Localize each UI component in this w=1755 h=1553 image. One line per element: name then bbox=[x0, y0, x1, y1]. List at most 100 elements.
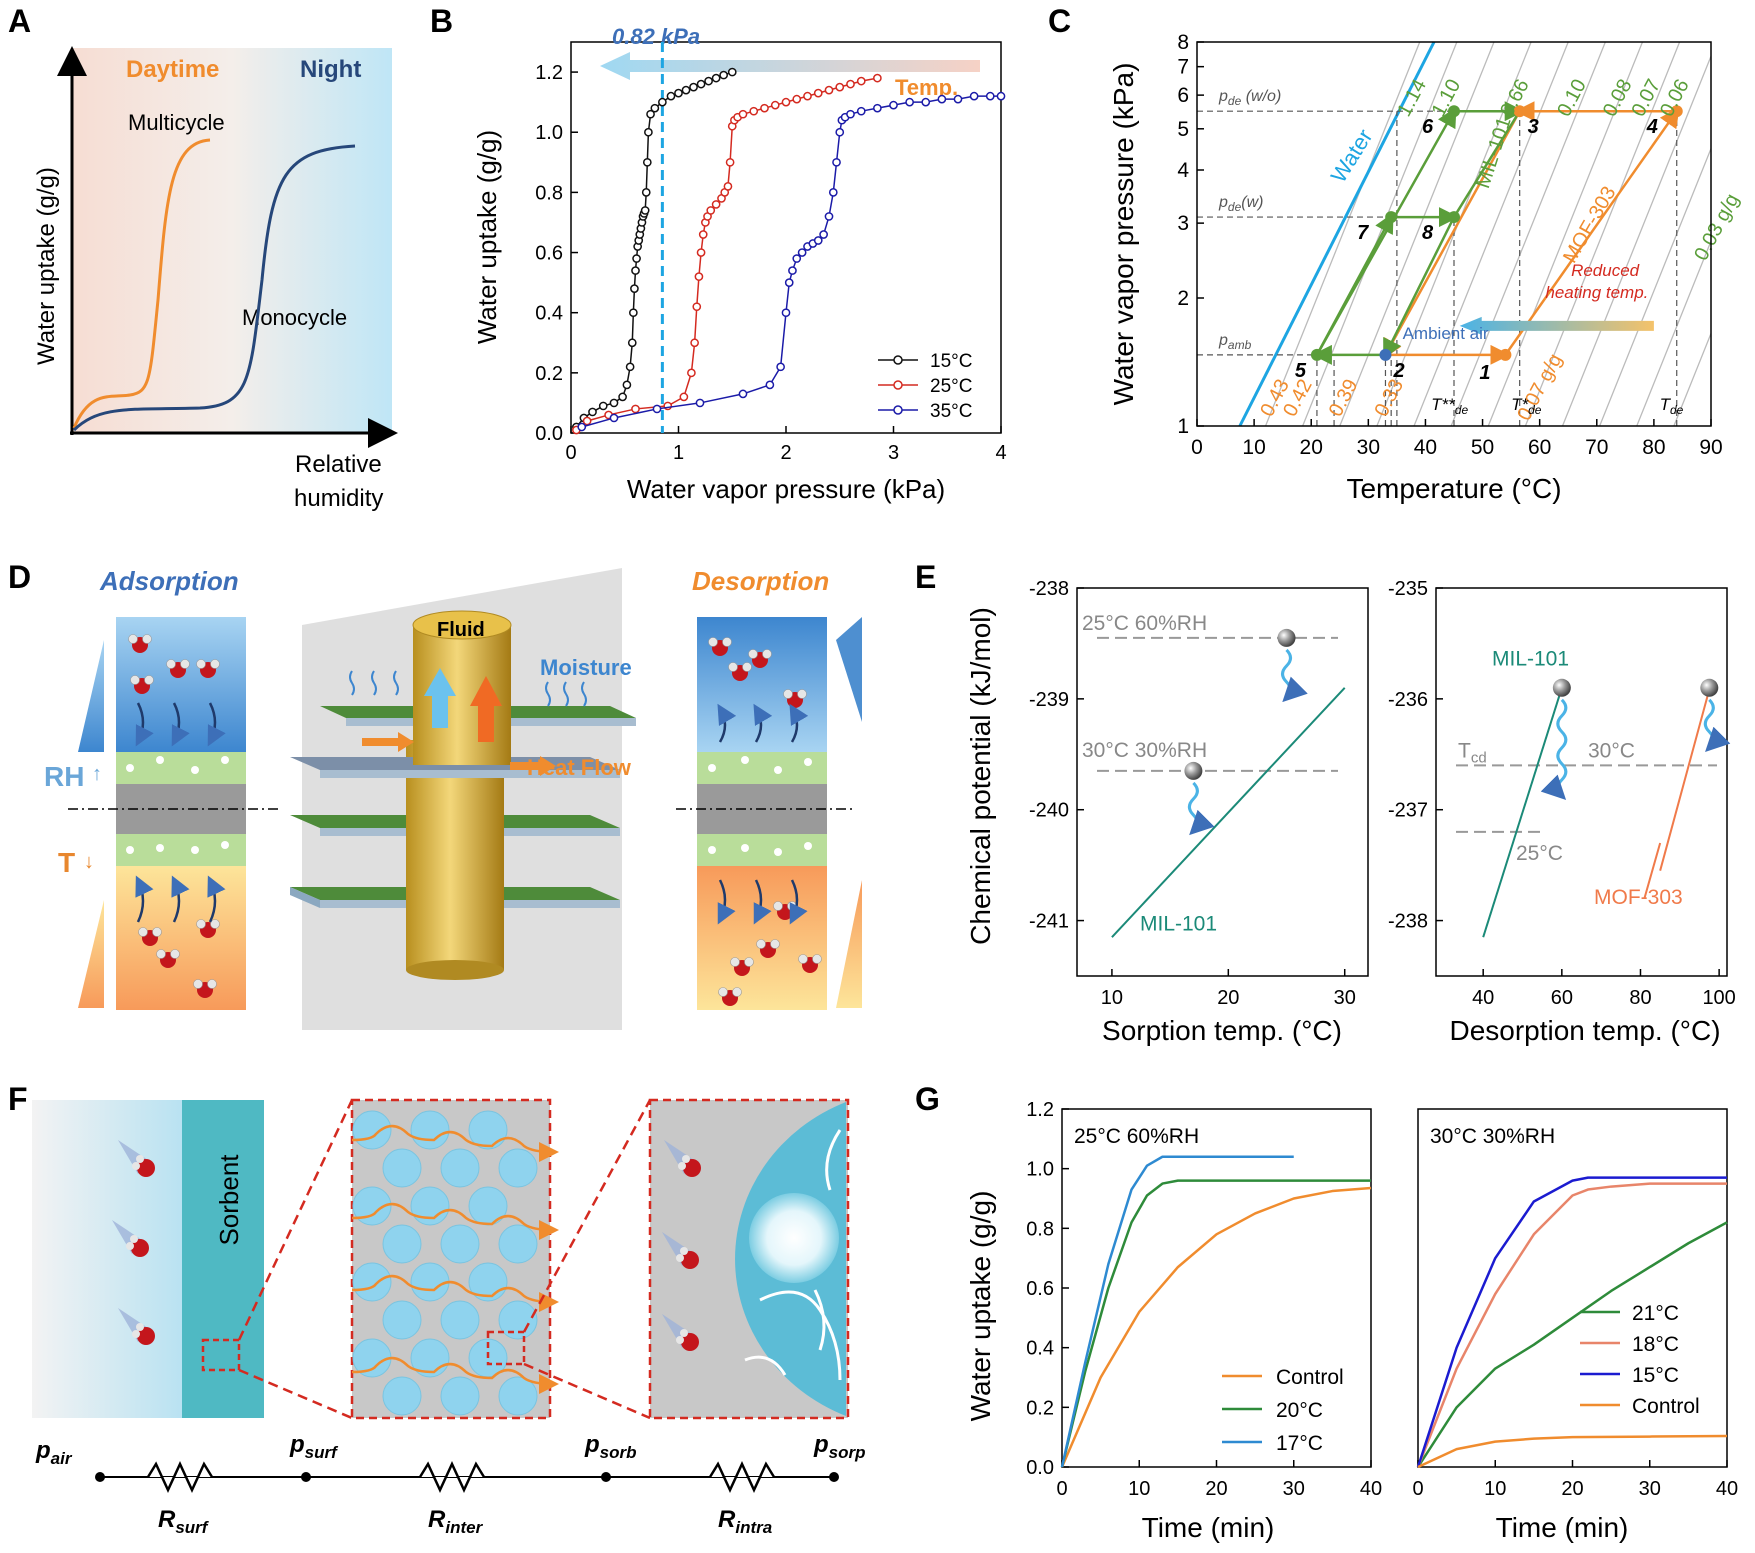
c-xtick-label: 70 bbox=[1585, 436, 1608, 459]
b-point bbox=[792, 94, 802, 104]
g-xtick-label: 30 bbox=[1283, 1478, 1305, 1500]
water-hydrogen bbox=[136, 1155, 144, 1163]
pde-w-sub: de bbox=[1228, 200, 1242, 214]
squiggle-4 bbox=[545, 681, 551, 707]
b-point bbox=[646, 109, 655, 119]
r-intra-sub: intra bbox=[735, 1518, 772, 1537]
sorbent-particle bbox=[498, 1224, 538, 1264]
water-hydrogen bbox=[132, 1162, 140, 1170]
pore-line-2 bbox=[759, 1290, 842, 1381]
panel-label-a: A bbox=[8, 3, 31, 39]
diffusion-arrow bbox=[207, 702, 226, 747]
pamb-sub: amb bbox=[1228, 338, 1252, 352]
b-point bbox=[711, 73, 721, 83]
iso-top-label: 0.07 bbox=[1627, 76, 1665, 121]
iso-top-label: 1.10 bbox=[1428, 76, 1466, 121]
sorbent-site bbox=[126, 846, 134, 854]
panel-b: 0.82 kPa Temp. 0 1 2 3 4 0.0 0.2 0.4 0.6 0.8 1.0 1.… bbox=[472, 24, 1007, 504]
state-point-label: 6 bbox=[1422, 116, 1434, 138]
g-xtick-label: 40 bbox=[1360, 1478, 1382, 1500]
g-legend-label: 21°C bbox=[1632, 1302, 1679, 1325]
f-water-molecules bbox=[112, 1140, 701, 1351]
panel-c-cycles bbox=[1311, 101, 1680, 365]
diffusion-path bbox=[351, 1356, 559, 1394]
e-level-label-1: 25°C 60%RH bbox=[1082, 612, 1207, 635]
water-hydrogen bbox=[744, 957, 754, 967]
des-top-air bbox=[697, 617, 827, 752]
water-hydrogen bbox=[748, 649, 758, 659]
diffusion-paths bbox=[351, 1124, 559, 1394]
panel-c-state-points: 1 2 3 4 5 6 7 8 bbox=[1295, 105, 1683, 384]
b-point bbox=[687, 368, 696, 378]
g-xtick-label: 0 bbox=[1412, 1478, 1423, 1500]
sorbent-particle bbox=[498, 1376, 538, 1416]
e-tcd-t: T bbox=[1458, 739, 1471, 762]
sorbent-particle bbox=[352, 1262, 392, 1302]
water-hydrogen bbox=[196, 919, 206, 929]
g-xtick-label: 10 bbox=[1484, 1478, 1506, 1500]
pde-wo-sub: de bbox=[1228, 94, 1242, 108]
sorbent-particle bbox=[440, 1300, 480, 1340]
isostere-line bbox=[1450, 42, 1606, 426]
b-point bbox=[797, 248, 807, 257]
state-point-label: 3 bbox=[1528, 116, 1539, 138]
panel-c-plot-frame bbox=[1196, 41, 1712, 427]
squiggle-1 bbox=[349, 670, 355, 696]
g-ytick-label: 1.0 bbox=[1026, 1159, 1054, 1181]
p-air-sub: air bbox=[51, 1449, 73, 1468]
b-point bbox=[658, 97, 667, 107]
iso-top-label: 0.10 bbox=[1553, 76, 1591, 121]
e-series-line-0 bbox=[1482, 687, 1563, 938]
g-ytick-label: 0.0 bbox=[1026, 1457, 1054, 1479]
state-point-1 bbox=[1499, 348, 1512, 361]
water-hydrogen bbox=[676, 1336, 684, 1344]
water-hydrogen bbox=[128, 634, 138, 644]
p-surf-p: p bbox=[289, 1431, 305, 1458]
water-saturation-line bbox=[1238, 41, 1436, 427]
diffusion-arrow bbox=[171, 875, 190, 923]
panel-label-d: D bbox=[8, 559, 31, 595]
b-legend-label: 35°C bbox=[930, 401, 972, 422]
diffusion-arrow bbox=[753, 703, 773, 743]
b-xtick-label: 4 bbox=[995, 442, 1006, 464]
e-xtick-label: 10 bbox=[1101, 987, 1123, 1009]
b-point bbox=[681, 85, 691, 95]
e-ytick-label: -240 bbox=[1029, 800, 1069, 822]
circuit-node bbox=[95, 1472, 105, 1482]
rh-arrow-icon: ↑ bbox=[92, 763, 102, 785]
b-point bbox=[582, 416, 592, 426]
e-xtick-label: 30 bbox=[1334, 987, 1356, 1009]
zoom-box-small-1 bbox=[201, 1338, 241, 1372]
diffusion-arrow bbox=[717, 703, 737, 743]
zoom-line-1b bbox=[238, 1368, 353, 1420]
b-point bbox=[819, 230, 828, 239]
water-hydrogen bbox=[180, 659, 190, 669]
water-hydrogen bbox=[770, 939, 780, 949]
g-legend-label: Control bbox=[1632, 1395, 1700, 1418]
r-inter-label: Rinter bbox=[428, 1506, 484, 1537]
multicycle-curve bbox=[72, 138, 211, 429]
sorbent-particle bbox=[352, 1110, 392, 1150]
b-point bbox=[846, 79, 855, 89]
g-xtick-label: 20 bbox=[1205, 1478, 1227, 1500]
e-series-line-1 bbox=[1659, 681, 1713, 871]
e-ytick-label: -235 bbox=[1388, 578, 1428, 600]
water-hydrogen bbox=[756, 939, 766, 949]
p-sorb-p: p bbox=[584, 1431, 600, 1458]
panel-b-series bbox=[572, 67, 1006, 435]
b-xtick-label: 0 bbox=[565, 442, 576, 464]
diffusion-arrow bbox=[789, 879, 808, 925]
diffusion-arrow bbox=[717, 879, 736, 925]
diffusion-arrow bbox=[789, 703, 809, 743]
b-point bbox=[781, 97, 791, 107]
b-point bbox=[609, 413, 619, 423]
fluid-label: Fluid bbox=[437, 619, 485, 641]
p-surf-sub: surf bbox=[305, 1443, 339, 1462]
g-xtick-label: 0 bbox=[1056, 1478, 1067, 1500]
g-legend-label: 20°C bbox=[1276, 1399, 1323, 1422]
water-oxygen bbox=[131, 1239, 149, 1257]
pde-w-label: pde(w) bbox=[1218, 194, 1263, 214]
sorbent-label: Sorbent bbox=[214, 1154, 244, 1246]
b-point bbox=[588, 407, 597, 417]
b-point bbox=[828, 188, 838, 197]
